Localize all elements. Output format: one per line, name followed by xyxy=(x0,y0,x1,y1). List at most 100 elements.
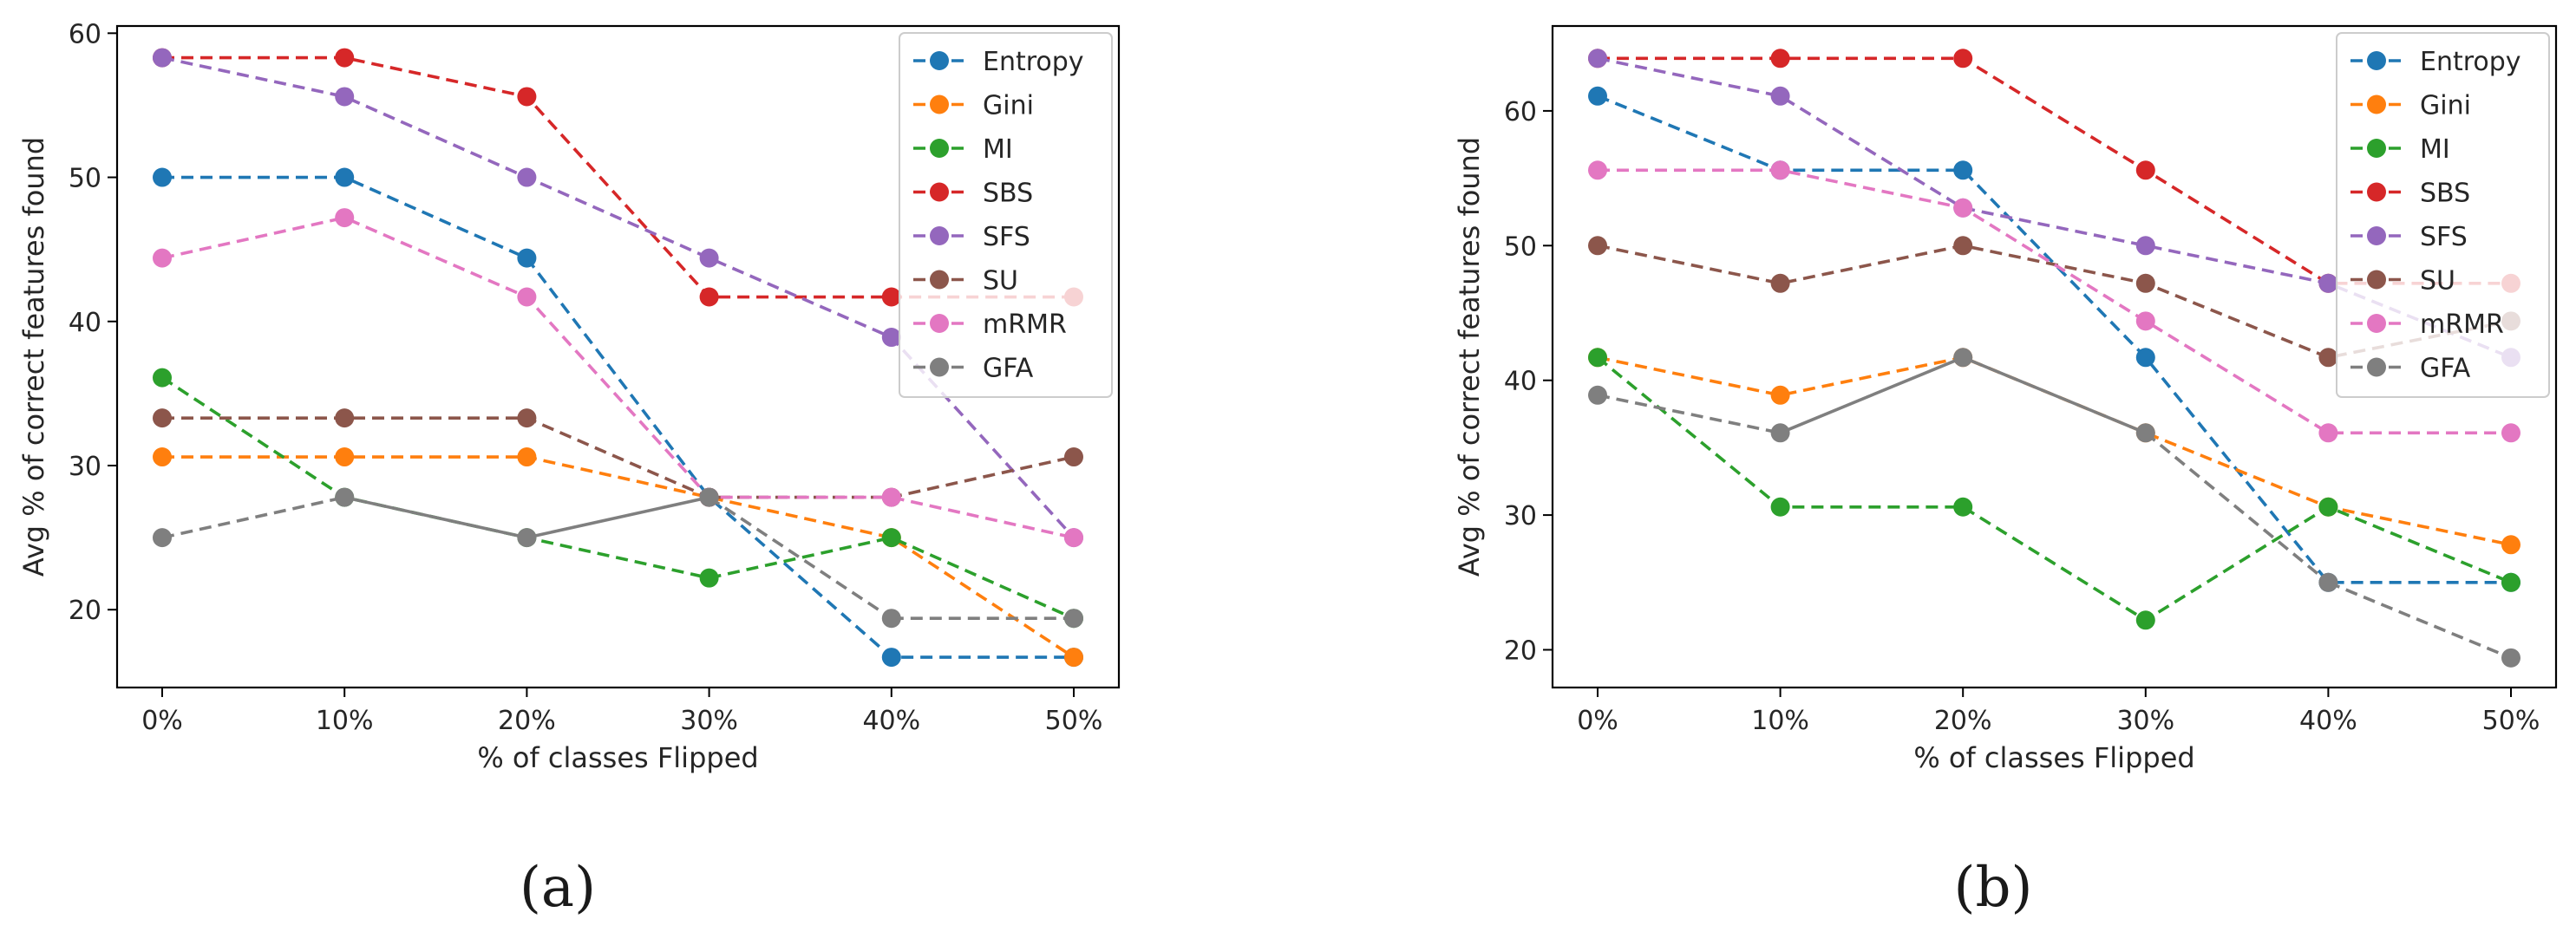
legend xyxy=(2336,32,2550,398)
series-line-gfa xyxy=(2327,581,2512,660)
data-point-sfs xyxy=(699,248,719,268)
y-tick-label: 40 xyxy=(1504,367,1537,397)
data-point-su xyxy=(335,408,355,428)
y-axis-label: Avg % of correct features found xyxy=(17,137,50,577)
data-point-gfa xyxy=(153,528,172,548)
legend-marker-entropy xyxy=(930,51,949,70)
x-tick-label: 40% xyxy=(2299,706,2357,736)
series-line-entropy xyxy=(1597,95,2511,584)
data-point-mi xyxy=(699,568,719,588)
data-point-gfa xyxy=(2318,572,2338,592)
data-point-mrmr xyxy=(1588,160,1607,180)
y-tick-label: 50 xyxy=(69,164,101,194)
data-point-mi xyxy=(2135,610,2155,630)
series-line-gfa xyxy=(1779,355,1964,434)
legend-marker-gfa xyxy=(2367,357,2386,377)
data-point-sfs xyxy=(153,48,172,68)
data-point-entropy xyxy=(2135,348,2155,368)
x-tick-label: 30% xyxy=(680,706,738,736)
legend-label-mrmr: mRMR xyxy=(2420,310,2504,340)
legend-marker-sbs xyxy=(930,182,949,202)
chart-caption: (b) xyxy=(1954,856,2033,920)
series-line-gini xyxy=(162,455,1075,659)
data-point-sbs xyxy=(2135,160,2155,180)
data-point-mrmr xyxy=(2318,423,2338,443)
data-point-entropy xyxy=(153,167,172,187)
legend-label-sfs: SFS xyxy=(983,222,1030,252)
legend-label-gfa: GFA xyxy=(2420,354,2471,384)
data-point-gini xyxy=(153,447,172,467)
data-point-gfa xyxy=(2135,423,2155,443)
series-line-entropy xyxy=(162,175,1074,659)
legend-label-entropy: Entropy xyxy=(983,47,1084,77)
x-tick-label: 30% xyxy=(2116,706,2174,736)
data-point-gini xyxy=(517,447,537,467)
legend-label-sbs: SBS xyxy=(2420,179,2470,209)
x-tick-label: 50% xyxy=(2482,706,2540,736)
legend-marker-gini xyxy=(930,95,949,114)
x-axis-label: % of classes Flipped xyxy=(477,741,758,774)
y-tick-label: 20 xyxy=(1504,635,1537,666)
data-point-sfs xyxy=(335,87,355,107)
data-point-mrmr xyxy=(1770,160,1790,180)
legend-marker-sfs xyxy=(930,226,949,245)
y-tick-label: 30 xyxy=(69,452,101,482)
data-point-mi xyxy=(881,528,901,548)
legend-marker-gfa xyxy=(930,357,949,377)
data-point-su xyxy=(2318,348,2338,368)
data-point-entropy xyxy=(517,248,537,268)
legend-marker-mrmr xyxy=(930,314,949,333)
x-tick-label: 0% xyxy=(1577,706,1618,736)
x-axis-label: % of classes Flipped xyxy=(1913,741,2194,774)
series-line-gfa xyxy=(161,495,345,539)
data-point-gini xyxy=(335,447,355,467)
data-point-sbs xyxy=(1770,49,1790,68)
legend-label-gfa: GFA xyxy=(983,354,1034,384)
y-tick-label: 20 xyxy=(69,596,101,626)
legend-label-gini: Gini xyxy=(2420,91,2471,121)
axes-frame xyxy=(1551,24,2558,689)
legend-label-mi: MI xyxy=(983,134,1013,165)
data-point-gfa xyxy=(1064,609,1083,629)
data-point-gfa xyxy=(1588,385,1607,405)
axes-frame xyxy=(115,24,1121,689)
data-point-gfa xyxy=(881,609,901,629)
x-tick-label: 40% xyxy=(862,706,920,736)
chart-b: 20 30 40 50 60 0% 10% 20% 30% 40% 50% % of classes … xyxy=(1453,24,2558,920)
data-point-mrmr xyxy=(153,248,172,268)
legend-marker-su xyxy=(2367,270,2386,290)
data-point-mrmr xyxy=(335,208,355,228)
data-point-entropy xyxy=(1588,86,1607,106)
data-point-su xyxy=(1064,447,1083,467)
data-point-gfa xyxy=(335,487,355,507)
y-tick-label: 40 xyxy=(69,308,101,338)
series-line-gfa xyxy=(1597,394,1781,435)
legend-label-entropy: Entropy xyxy=(2420,47,2521,77)
series-line-su xyxy=(162,416,1075,499)
chart-caption: (a) xyxy=(520,856,596,920)
series-line-sbs xyxy=(162,55,1074,299)
legend-marker-mi xyxy=(2367,139,2386,158)
data-point-gini xyxy=(1770,385,1790,405)
data-point-sbs xyxy=(699,287,719,307)
x-tick-label: 20% xyxy=(1934,706,1992,736)
series-line-gfa xyxy=(1962,355,2147,434)
data-point-gini xyxy=(2501,535,2520,555)
series-line-mrmr xyxy=(161,216,1075,539)
data-point-mrmr xyxy=(2501,423,2520,443)
data-point-sfs xyxy=(1588,49,1607,68)
legend-label-gini: Gini xyxy=(983,91,1034,121)
legend xyxy=(899,32,1113,398)
data-point-su xyxy=(1588,236,1607,256)
y-tick-label: 30 xyxy=(1504,501,1537,531)
data-point-mrmr xyxy=(1064,528,1083,548)
legend-label-su: SU xyxy=(983,266,1018,297)
data-point-entropy xyxy=(335,167,355,187)
data-point-sfs xyxy=(1770,86,1790,106)
data-point-gini xyxy=(1064,648,1083,668)
data-point-entropy xyxy=(881,648,901,668)
data-point-gfa xyxy=(1953,348,1973,368)
y-tick-label: 50 xyxy=(1504,231,1537,262)
data-point-su xyxy=(1953,236,1973,256)
